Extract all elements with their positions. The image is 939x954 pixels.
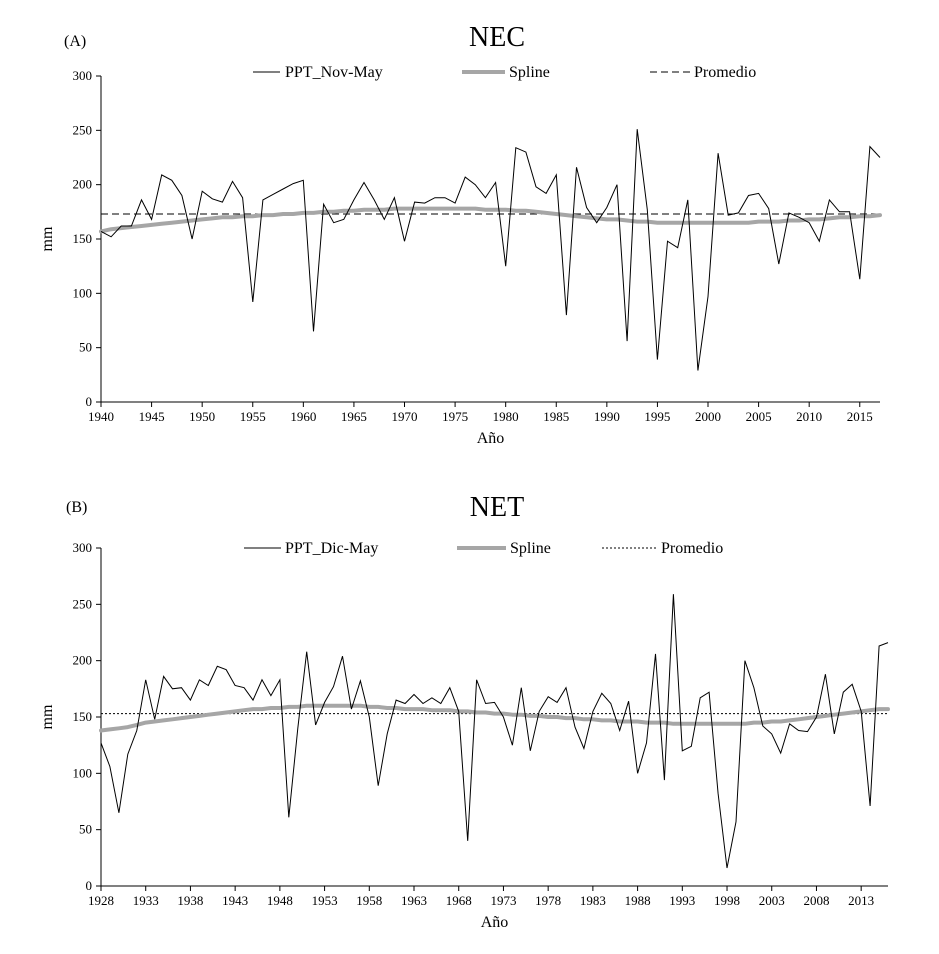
x-tick-label: 1948 bbox=[267, 893, 293, 908]
legend-label-promedio: Promedio bbox=[694, 64, 756, 81]
x-tick-label: 1928 bbox=[88, 893, 114, 908]
x-tick-label: 1968 bbox=[446, 893, 472, 908]
y-tick-label: 300 bbox=[73, 68, 93, 83]
y-axis-label: mm bbox=[39, 704, 56, 729]
x-tick-label: 1990 bbox=[594, 409, 620, 424]
y-tick-label: 100 bbox=[73, 765, 93, 780]
x-tick-label: 1943 bbox=[222, 893, 248, 908]
y-tick-label: 200 bbox=[73, 653, 93, 668]
x-tick-label: 2005 bbox=[746, 409, 772, 424]
series-line-spline bbox=[99, 206, 882, 234]
panel-label: (B) bbox=[66, 499, 87, 516]
x-tick-label: 2008 bbox=[803, 893, 829, 908]
y-tick-label: 250 bbox=[73, 596, 93, 611]
x-tick-label: 1985 bbox=[543, 409, 569, 424]
legend: PPT_Nov-May Spline Promedio bbox=[253, 64, 756, 81]
x-tick-label: 1973 bbox=[490, 893, 516, 908]
series-line-ppt bbox=[100, 129, 881, 371]
legend: PPT_Dic-May Spline Promedio bbox=[244, 540, 723, 557]
y-tick-label: 50 bbox=[79, 822, 92, 837]
y-axis-label: mm bbox=[39, 226, 56, 251]
chart-title: NEC bbox=[469, 22, 525, 53]
chart-panel-net: (B) NET 0 50 100 150 200 250 300 1928 1933 1938 1943… bbox=[39, 492, 890, 931]
x-tick-label: 1983 bbox=[580, 893, 606, 908]
y-tick-label: 200 bbox=[73, 177, 93, 192]
legend-label-spline: Spline bbox=[510, 540, 551, 557]
x-tick-label: 1950 bbox=[189, 409, 215, 424]
chart-title: NET bbox=[470, 492, 524, 523]
legend-label-spline: Spline bbox=[509, 64, 550, 81]
x-tick-label: 1975 bbox=[442, 409, 468, 424]
chart-panel-nec: (A) NEC 0 50 100 150 200 250 300 1940 1945 1950 1955… bbox=[39, 22, 882, 447]
x-tick-label: 1958 bbox=[356, 893, 382, 908]
legend-label-promedio: Promedio bbox=[661, 540, 723, 557]
x-tick-label: 2010 bbox=[796, 409, 822, 424]
x-axis-label: Año bbox=[477, 430, 505, 447]
x-tick-label: 1970 bbox=[392, 409, 418, 424]
y-tick-label: 100 bbox=[73, 285, 93, 300]
x-tick-label: 1965 bbox=[341, 409, 367, 424]
x-tick-label: 1945 bbox=[139, 409, 165, 424]
series-line-ppt bbox=[100, 594, 889, 869]
x-tick-label: 1988 bbox=[625, 893, 651, 908]
panel-label: (A) bbox=[64, 33, 86, 50]
y-tick-label: 250 bbox=[73, 122, 93, 137]
y-tick-label: 150 bbox=[73, 231, 93, 246]
y-tick-label: 0 bbox=[86, 394, 93, 409]
x-axis-label: Año bbox=[481, 914, 509, 931]
x-tick-label: 1963 bbox=[401, 893, 427, 908]
x-tick-label: 2015 bbox=[847, 409, 873, 424]
x-tick-label: 1955 bbox=[240, 409, 266, 424]
x-tick-label: 2000 bbox=[695, 409, 721, 424]
x-tick-label: 1980 bbox=[493, 409, 519, 424]
x-tick-label: 1993 bbox=[669, 893, 695, 908]
y-tick-label: 50 bbox=[79, 340, 92, 355]
x-tick-label: 1998 bbox=[714, 893, 740, 908]
y-tick-label: 150 bbox=[73, 709, 93, 724]
x-tick-label: 1940 bbox=[88, 409, 114, 424]
series-line-spline bbox=[99, 703, 890, 733]
x-tick-label: 2003 bbox=[759, 893, 785, 908]
x-tick-label: 1978 bbox=[535, 893, 561, 908]
x-tick-label: 1995 bbox=[644, 409, 670, 424]
legend-label-ppt: PPT_Dic-May bbox=[285, 540, 378, 557]
y-tick-label: 0 bbox=[86, 878, 93, 893]
x-tick-label: 1960 bbox=[290, 409, 316, 424]
x-tick-label: 1953 bbox=[312, 893, 338, 908]
x-tick-label: 1933 bbox=[133, 893, 159, 908]
x-tick-label: 1938 bbox=[177, 893, 203, 908]
y-tick-label: 300 bbox=[73, 540, 93, 555]
x-tick-label: 2013 bbox=[848, 893, 874, 908]
legend-label-ppt: PPT_Nov-May bbox=[285, 64, 383, 81]
